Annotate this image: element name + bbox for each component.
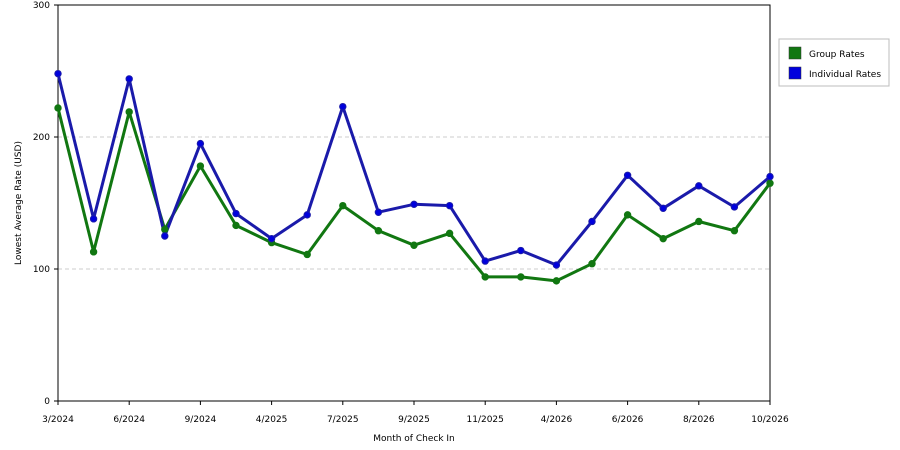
data-point-group-rates — [410, 241, 418, 249]
data-point-group-rates — [303, 250, 311, 259]
y-tick-label: 100 — [33, 265, 50, 275]
legend-label-group-rates: Group Rates — [809, 50, 865, 60]
data-point-group-rates — [374, 227, 383, 235]
data-point-individual-rates — [445, 201, 454, 210]
data-point-group-rates — [125, 108, 133, 116]
y-axis-ticks: 0 100 200 300 — [33, 1, 58, 407]
series-lines — [56, 73, 772, 283]
data-point-individual-rates — [659, 204, 667, 212]
data-point-group-rates — [89, 248, 98, 256]
data-point-individual-rates — [410, 200, 418, 209]
data-point-group-rates — [588, 260, 596, 268]
x-tick-label: 10/2026 — [751, 415, 789, 425]
data-point-group-rates — [517, 273, 525, 281]
x-tick-label: 7/2025 — [327, 415, 359, 425]
data-point-individual-rates — [54, 69, 62, 78]
data-point-group-rates — [481, 273, 489, 281]
y-tick-label: 300 — [33, 1, 50, 11]
data-point-individual-rates — [89, 215, 98, 223]
data-point-group-rates — [232, 221, 240, 230]
x-tick-label: 9/2025 — [398, 415, 430, 425]
data-point-group-rates — [339, 201, 347, 210]
data-point-individual-rates — [481, 257, 489, 265]
x-tick-label: 6/2024 — [113, 415, 145, 425]
data-point-group-rates — [695, 217, 703, 226]
data-point-individual-rates — [125, 75, 133, 83]
legend-label-individual-rates: Individual Rates — [809, 70, 881, 80]
data-point-individual-rates — [232, 209, 240, 218]
x-tick-label: 11/2025 — [467, 415, 504, 425]
x-tick-label: 4/2025 — [256, 415, 288, 425]
series-points — [54, 69, 774, 285]
data-point-group-rates — [445, 229, 454, 238]
legend: Group Rates Individual Rates — [778, 38, 890, 87]
data-point-group-rates — [161, 225, 169, 234]
x-axis-title: Month of Check In — [373, 434, 455, 444]
y-tick-label: 0 — [44, 397, 50, 407]
data-point-individual-rates — [623, 171, 632, 179]
data-point-individual-rates — [695, 182, 703, 190]
data-point-individual-rates — [730, 203, 739, 211]
data-point-individual-rates — [196, 139, 205, 148]
x-tick-label: 8/2026 — [683, 415, 715, 425]
x-tick-label: 6/2026 — [612, 415, 644, 425]
data-point-individual-rates — [766, 172, 774, 181]
data-point-group-rates — [623, 211, 632, 219]
legend-swatch-individual-rates — [788, 66, 802, 80]
data-point-individual-rates — [339, 102, 347, 111]
data-point-group-rates — [730, 227, 739, 235]
data-point-individual-rates — [552, 261, 561, 269]
data-point-group-rates — [54, 104, 62, 112]
x-axis-ticks: 3/2024 6/2024 9/2024 4/2025 7/2025 9/2025 11/2… — [42, 401, 789, 425]
data-point-group-rates — [766, 179, 774, 187]
data-point-individual-rates — [374, 208, 383, 216]
y-tick-label: 200 — [33, 133, 50, 143]
data-point-group-rates — [552, 277, 561, 285]
data-point-individual-rates — [517, 246, 525, 255]
y-axis-title: Lowest Average Rate (USD) — [14, 141, 24, 265]
legend-swatch-group-rates — [788, 46, 802, 60]
series-line-group-rates — [56, 107, 772, 283]
data-point-group-rates — [659, 234, 667, 243]
data-point-individual-rates — [267, 234, 276, 243]
data-point-individual-rates — [161, 232, 169, 240]
x-tick-label: 3/2024 — [42, 415, 74, 425]
x-tick-label: 4/2026 — [541, 415, 573, 425]
data-point-individual-rates — [303, 211, 311, 219]
x-tick-label: 9/2024 — [185, 415, 217, 425]
data-point-individual-rates — [588, 217, 596, 226]
data-point-group-rates — [196, 162, 205, 170]
